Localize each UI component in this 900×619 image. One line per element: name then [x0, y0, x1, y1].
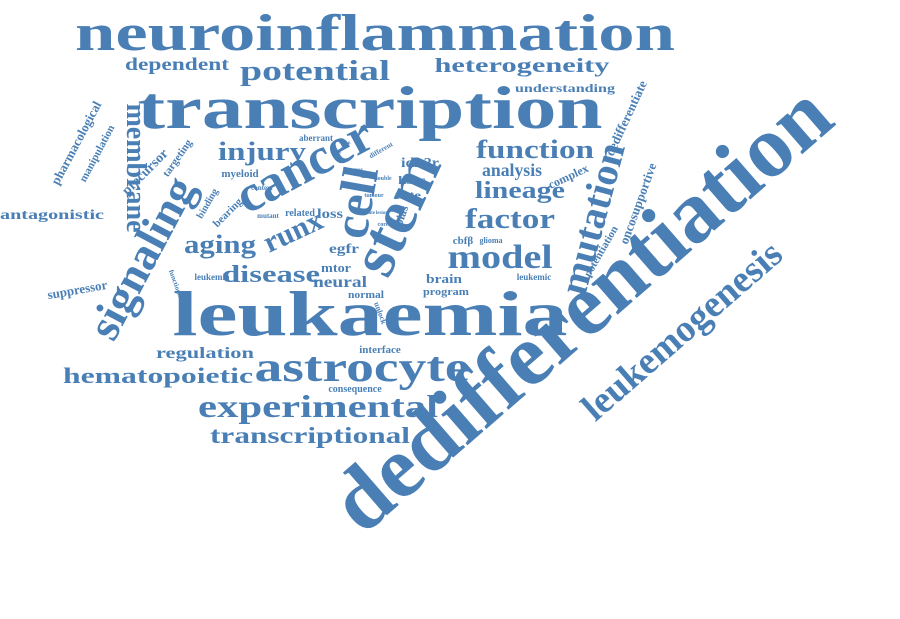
word-mutant: mutant [257, 212, 279, 220]
word-tissue: tissue [361, 174, 376, 180]
word-brain: brain [426, 271, 463, 286]
word-model: model [448, 239, 553, 276]
word-aging: aging [184, 230, 256, 259]
word-regulation: regulation [156, 345, 254, 362]
word-context: context [251, 184, 273, 192]
word-experimental: experimental [198, 388, 438, 424]
word-consequence: consequence [328, 384, 382, 395]
word-program: program [423, 286, 469, 298]
word-heterogeneity: heterogeneity [435, 55, 610, 77]
word-egfr: egfr [329, 242, 359, 257]
word-neuroinflammation: neuroinflammation [75, 5, 675, 62]
word-core: core [378, 222, 389, 228]
word-factor: factor [465, 204, 555, 235]
word-mtor: mtor [321, 260, 351, 275]
word-antagonistic: antagonistic [0, 208, 104, 223]
word-lineage: lineage [475, 178, 565, 204]
word-bias: bias [391, 203, 411, 228]
word-rate: rate [395, 188, 422, 202]
word-function: function [476, 135, 595, 164]
word-idh2r: idh2r [401, 156, 439, 171]
word-disease: disease [222, 262, 320, 288]
word-leukaemia: leukaemia [173, 278, 568, 349]
word-lesion: lesion [376, 211, 388, 216]
word-related: related [285, 208, 315, 219]
word-potential: potential [240, 56, 390, 87]
word-myeloid: myeloid [221, 168, 258, 180]
word-glioma: glioma [479, 236, 502, 245]
word-transcription: transcription [138, 75, 603, 141]
word-hscs: hscs [398, 173, 426, 187]
word-membrane: membrane [120, 103, 151, 232]
word-dependent: dependent [125, 54, 229, 74]
word-interface: interface [359, 344, 401, 356]
word-tumour: tumour [364, 193, 384, 199]
word-transcriptional: transcriptional [210, 423, 410, 448]
word-injury: injury [218, 137, 306, 166]
word-aberrant: aberrant [299, 133, 333, 143]
word-neural: neural [313, 274, 368, 291]
word-bearing: bearing [211, 196, 245, 230]
word-loss: loss [317, 207, 344, 222]
word-analysis: analysis [482, 160, 542, 180]
word-normal: normal [348, 290, 384, 301]
word-state: state [365, 211, 376, 216]
word-leukemic: leukemic [517, 272, 552, 282]
word-astrocyte: astrocyte [255, 345, 470, 391]
word-understanding: understanding [515, 81, 615, 95]
word-cell: cell [321, 162, 389, 243]
word-hematopoietic: hematopoietic [63, 363, 253, 388]
word-leukemia: leukemia [195, 272, 230, 282]
word-cbfbeta: cbfβ [453, 235, 474, 247]
word-double: double [374, 176, 392, 182]
word-tumor: tumor [349, 168, 363, 173]
